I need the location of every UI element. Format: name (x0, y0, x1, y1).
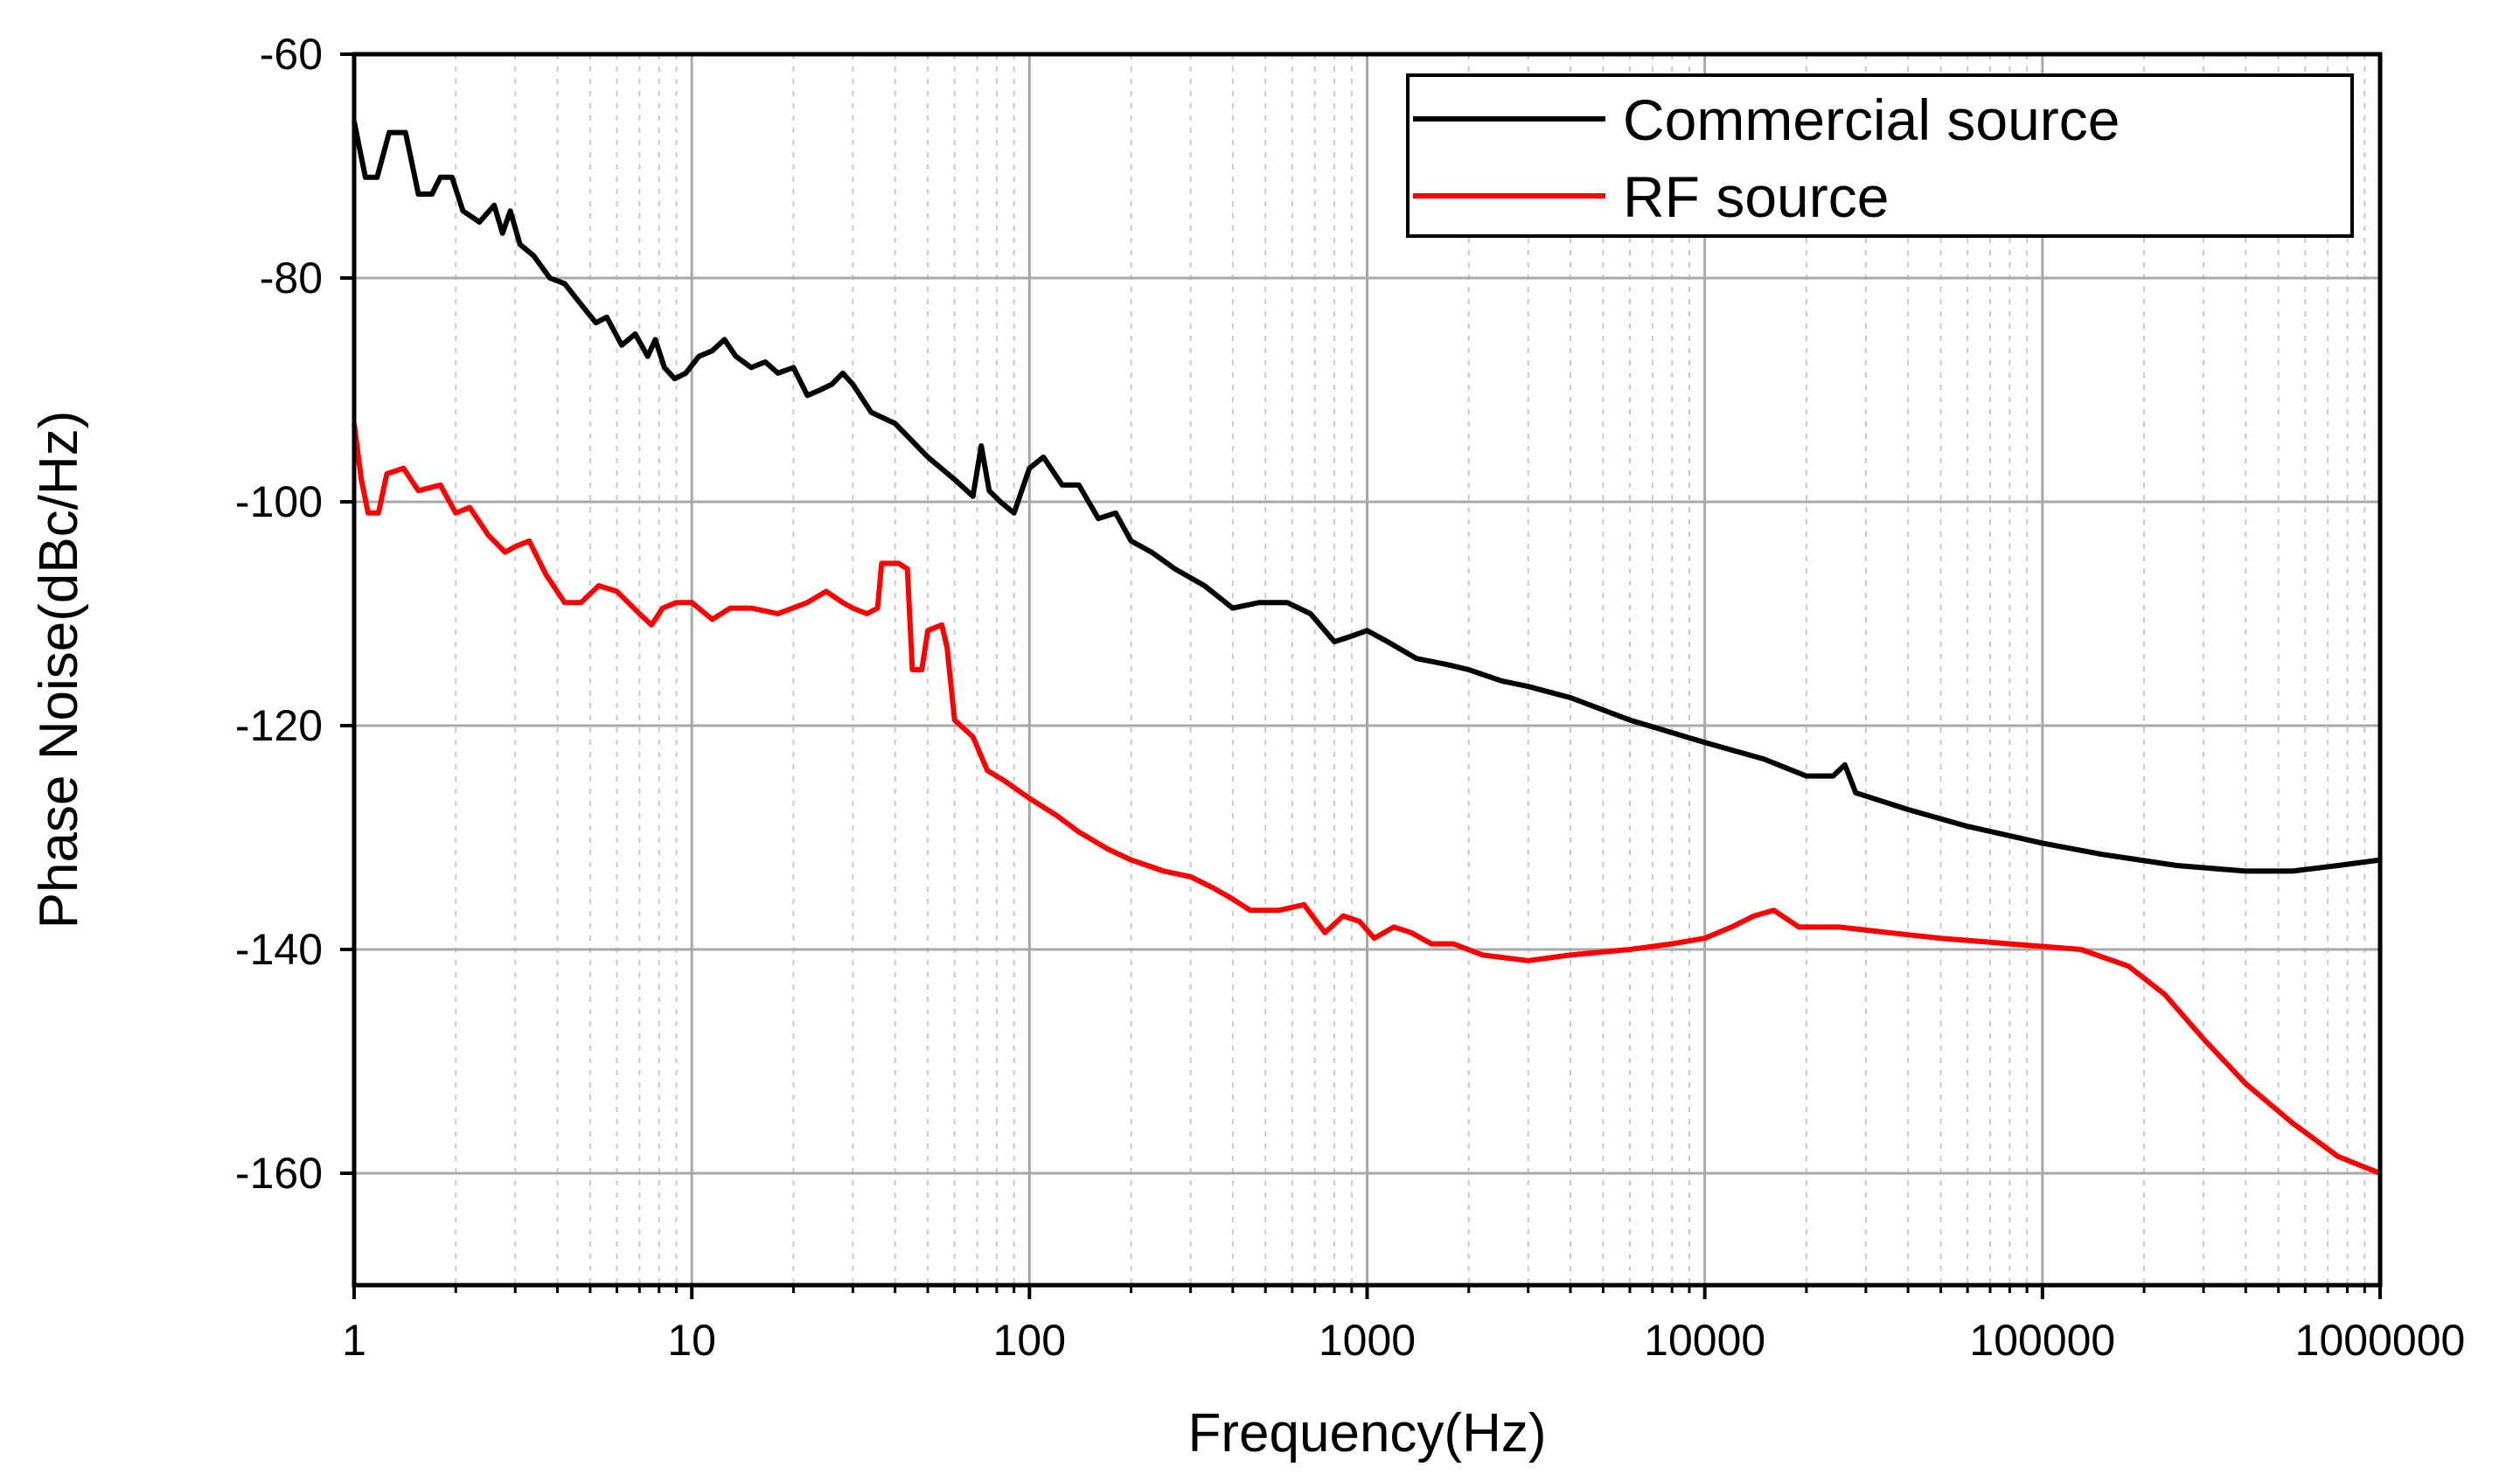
y-axis-label: Phase Noise(dBc/Hz) (29, 411, 89, 929)
series-layer (352, 121, 2382, 1176)
x-tick-label: 100000 (1969, 1316, 2115, 1365)
minor-gridlines (354, 54, 2380, 1285)
x-tick-label: 1000 (1319, 1316, 1416, 1365)
legend-box (1406, 73, 2354, 238)
x-tick-label: 10 (667, 1316, 716, 1365)
x-tick-label: 10000 (1644, 1316, 1765, 1365)
y-axis-ticks: -60 -80 -100 -120 -140 -160 (235, 30, 354, 1198)
x-tick-label: 1000000 (2295, 1316, 2466, 1365)
y-tick-label: -160 (235, 1149, 323, 1198)
x-axis-label: Frequency(Hz) (1188, 1403, 1547, 1464)
y-tick-label: -80 (260, 254, 323, 302)
y-tick-label: -140 (235, 925, 323, 974)
series-line-1 (352, 423, 2382, 1176)
major-gridlines (352, 52, 2382, 1285)
legend-label-1: RF source (1623, 164, 1889, 229)
legend: Commercial source RF source (1406, 73, 2354, 238)
x-axis-ticks: 1 10 100 1000 10000 100000 1000000 (342, 1285, 2465, 1365)
legend-label-0: Commercial source (1623, 87, 2120, 152)
series-line-0 (352, 121, 2381, 874)
y-tick-label: -120 (235, 701, 323, 750)
x-tick-label: 100 (993, 1316, 1066, 1365)
x-tick-label: 1 (342, 1316, 366, 1365)
y-tick-label: -100 (235, 477, 323, 526)
y-tick-label: -60 (260, 30, 323, 79)
